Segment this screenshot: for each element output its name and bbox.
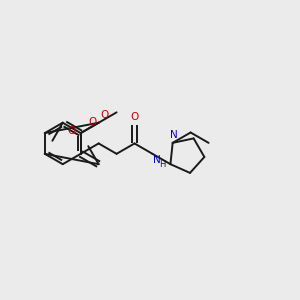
Text: N: N <box>170 130 178 140</box>
Text: O: O <box>101 110 109 120</box>
Text: O: O <box>67 126 75 136</box>
Text: O: O <box>130 112 139 122</box>
Text: H: H <box>159 160 165 169</box>
Text: N: N <box>153 155 161 165</box>
Text: O: O <box>88 117 96 127</box>
